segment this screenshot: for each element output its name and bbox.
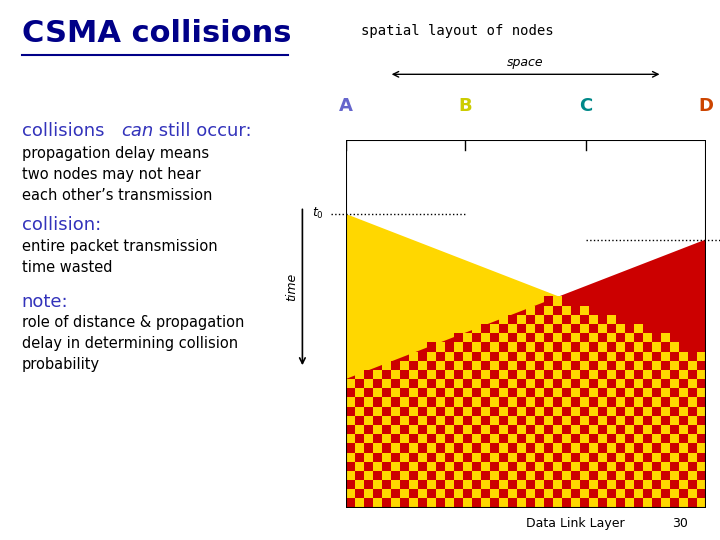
Text: B: B <box>459 97 472 114</box>
Text: time: time <box>285 273 298 301</box>
Text: note:: note: <box>22 293 68 310</box>
Text: Data Link Layer: Data Link Layer <box>526 517 624 530</box>
Polygon shape <box>346 240 706 508</box>
Text: C: C <box>579 97 593 114</box>
Text: spatial layout of nodes: spatial layout of nodes <box>361 24 554 38</box>
Text: $t_0$: $t_0$ <box>312 206 324 221</box>
Text: A: A <box>338 97 353 114</box>
Text: D: D <box>698 97 713 114</box>
Text: entire packet transmission
time wasted: entire packet transmission time wasted <box>22 239 217 275</box>
Polygon shape <box>346 214 706 508</box>
Text: role of distance & propagation
delay in determining collision
probability: role of distance & propagation delay in … <box>22 315 244 373</box>
Text: 30: 30 <box>672 517 688 530</box>
Text: collision:: collision: <box>22 216 101 234</box>
Text: propagation delay means
two nodes may not hear
each other’s transmission: propagation delay means two nodes may no… <box>22 146 212 203</box>
Text: can: can <box>121 122 153 139</box>
Text: space: space <box>508 56 544 69</box>
Text: still occur:: still occur: <box>153 122 251 139</box>
Text: CSMA collisions: CSMA collisions <box>22 19 291 48</box>
Text: collisions: collisions <box>22 122 110 139</box>
